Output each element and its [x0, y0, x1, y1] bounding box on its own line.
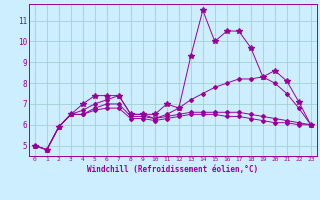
X-axis label: Windchill (Refroidissement éolien,°C): Windchill (Refroidissement éolien,°C) [87, 165, 258, 174]
